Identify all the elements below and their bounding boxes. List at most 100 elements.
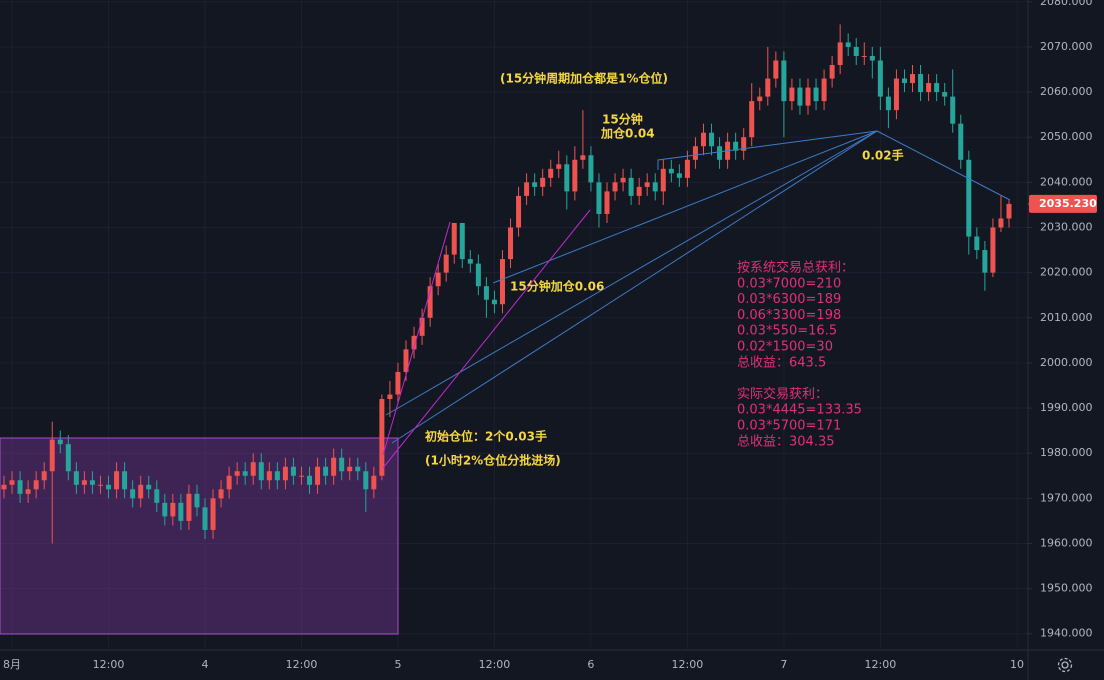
- candle-body: [274, 471, 280, 481]
- candle-body: [805, 87, 811, 106]
- y-tick-label: 1960.000: [1040, 536, 1093, 549]
- y-tick-label: 2050.000: [1040, 130, 1093, 143]
- candle-body: [773, 60, 779, 79]
- trend-line: [385, 130, 878, 416]
- note-line: 按系统交易总获利：: [737, 260, 854, 276]
- candle-body: [371, 475, 377, 490]
- candle-body: [861, 55, 867, 57]
- candle-body: [934, 83, 940, 93]
- candle-body: [162, 502, 168, 517]
- candle-body: [483, 286, 489, 300]
- candle-body: [901, 78, 907, 84]
- candle-body: [781, 60, 787, 102]
- candle-body: [97, 484, 103, 486]
- candle-body: [106, 484, 112, 490]
- y-tick-label: 1980.000: [1040, 446, 1093, 459]
- x-tick-label: 8月: [3, 658, 21, 671]
- candle-body: [717, 146, 723, 160]
- axes: 1940.000 1950.000 1960.000 1970.000 1980.000…: [3, 0, 1097, 671]
- candle-body: [234, 471, 240, 476]
- y-tick-label: 2070.000: [1040, 40, 1093, 53]
- candle-body: [853, 46, 859, 56]
- candle-body: [57, 439, 63, 445]
- x-tick-label: 12:00: [865, 658, 897, 671]
- candle-body: [355, 466, 361, 472]
- candle-body: [998, 218, 1004, 228]
- y-tick-label: 2030.000: [1040, 220, 1093, 233]
- candle-body: [974, 236, 980, 251]
- candle-body: [339, 457, 345, 472]
- candle-body: [709, 132, 715, 147]
- candle-body: [845, 42, 851, 47]
- candle-body: [443, 254, 449, 273]
- candle-body: [572, 159, 578, 192]
- note-line: 0.03*6300=189: [737, 292, 841, 307]
- candle-body: [33, 480, 39, 490]
- note-line: 0.03*4445=133.35: [737, 403, 862, 418]
- candle-body: [918, 74, 924, 93]
- candle-body: [323, 466, 329, 476]
- y-tick-label: 1970.000: [1040, 491, 1093, 504]
- trend-line: [391, 130, 878, 444]
- candle-body: [540, 177, 546, 187]
- candle-body: [628, 177, 634, 196]
- candle-body: [958, 123, 964, 160]
- x-tick-label: 12:00: [93, 658, 125, 671]
- candle-body: [926, 83, 932, 93]
- candle-body: [89, 480, 95, 485]
- note-line: 0.02*1500=30: [737, 340, 833, 355]
- candle-body: [411, 335, 417, 350]
- note-line: 实际交易获利：: [737, 386, 828, 402]
- candle-body: [290, 466, 296, 476]
- drawings: [382, 130, 1011, 469]
- candle-body: [797, 87, 803, 106]
- candle-body: [146, 484, 152, 490]
- candle-body: [982, 250, 988, 273]
- annotation: 15分钟: [602, 112, 643, 127]
- candle-body: [636, 186, 642, 196]
- candle-body: [684, 159, 690, 178]
- trend-line: [382, 221, 451, 456]
- trend-line: [657, 130, 878, 170]
- last-price-box: [1029, 194, 1097, 213]
- candle-body: [363, 471, 369, 490]
- candle-body: [315, 466, 321, 485]
- candle-body: [733, 141, 739, 151]
- candle-body: [138, 484, 144, 499]
- candle-body: [387, 394, 393, 400]
- y-tick-label: 2000.000: [1040, 356, 1093, 369]
- candle-body: [347, 466, 353, 472]
- x-tick-label: 12:00: [286, 658, 318, 671]
- trend-line: [382, 209, 591, 469]
- candle-body: [467, 259, 473, 264]
- candle-body: [379, 399, 385, 476]
- candle-body: [765, 78, 771, 97]
- candle-body: [1, 484, 7, 490]
- candle-body: [427, 286, 433, 318]
- candle-body: [604, 191, 610, 214]
- x-tick-label: 7: [780, 658, 787, 671]
- candle-body: [692, 146, 698, 160]
- candle-body: [821, 78, 827, 102]
- candle-body: [524, 182, 530, 196]
- candle-body: [491, 299, 497, 305]
- candle-body: [403, 349, 409, 372]
- candle-body: [548, 168, 554, 178]
- candle-body: [893, 78, 899, 111]
- candle-body: [660, 168, 666, 192]
- note-line: 0.03*7000=210: [737, 276, 841, 291]
- candle-body: [837, 42, 843, 65]
- candle-body: [130, 489, 136, 499]
- candle-body: [869, 55, 875, 61]
- annotation: (1小时2%仓位分批进场): [425, 453, 561, 468]
- candle-body: [178, 502, 184, 521]
- note-line: 总收益：304.35: [737, 434, 835, 449]
- candle-body: [435, 272, 441, 287]
- candle-body: [741, 137, 747, 151]
- candle-body: [668, 168, 674, 174]
- candle-body: [459, 222, 465, 260]
- settings-icon[interactable]: [1057, 657, 1073, 673]
- candle-body: [652, 182, 658, 192]
- candle-body: [419, 317, 425, 336]
- annotation: 初始仓位：2个0.03手: [425, 429, 547, 444]
